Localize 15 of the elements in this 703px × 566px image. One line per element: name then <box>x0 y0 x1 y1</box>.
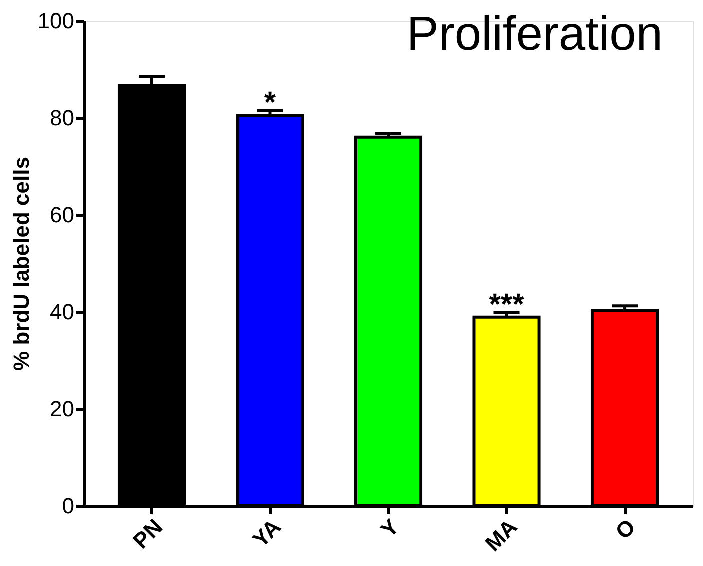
data-label: * <box>264 86 276 120</box>
y-tick-label: 100 <box>38 8 74 34</box>
y-tick-label: 80 <box>50 106 74 130</box>
chart-title: Proliferation <box>406 8 663 61</box>
x-tick-label: MA <box>480 514 522 556</box>
data-label: *** <box>489 288 525 322</box>
x-tick-label: YA <box>248 514 286 552</box>
y-tick-label: 0 <box>62 494 74 518</box>
y-tick-label: 40 <box>50 300 74 324</box>
y-tick-label: 60 <box>50 202 74 228</box>
y-axis-title: % brdU labeled cells <box>8 157 34 371</box>
x-tick-label: PN <box>128 514 168 554</box>
y-tick-label: 20 <box>50 396 74 422</box>
x-tick-label: O <box>610 514 641 544</box>
x-tick-label: Y <box>376 514 404 542</box>
